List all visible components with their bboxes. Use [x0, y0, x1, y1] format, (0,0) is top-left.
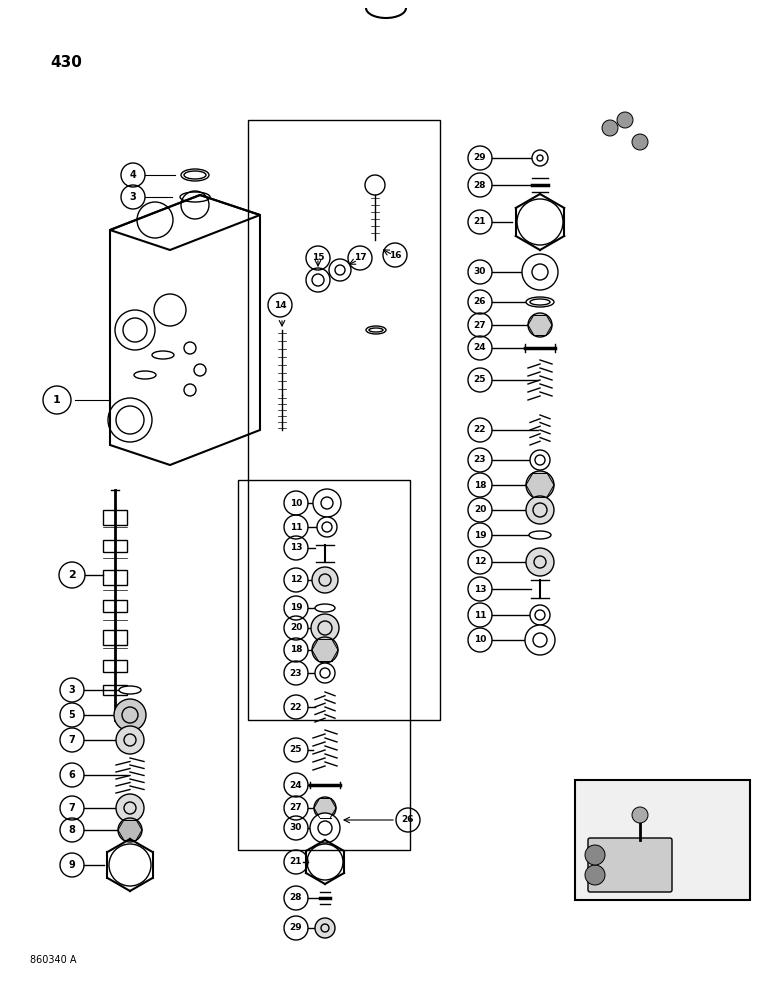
- Text: 13: 13: [290, 544, 303, 552]
- Circle shape: [526, 471, 554, 499]
- Circle shape: [315, 918, 335, 938]
- Text: 23: 23: [474, 456, 486, 464]
- Text: 25: 25: [290, 746, 303, 754]
- Bar: [103, 570, 127, 585]
- Circle shape: [530, 605, 550, 625]
- Text: 25: 25: [474, 375, 486, 384]
- Text: 18: 18: [474, 481, 486, 489]
- Text: 860340 A: 860340 A: [30, 955, 76, 965]
- Text: 10: 10: [290, 498, 302, 508]
- Text: 27: 27: [474, 320, 486, 330]
- Text: 28: 28: [290, 894, 303, 902]
- Bar: [103, 510, 127, 525]
- Text: 22: 22: [290, 702, 303, 712]
- Circle shape: [312, 567, 338, 593]
- Text: 9: 9: [69, 860, 76, 870]
- Text: 20: 20: [290, 624, 302, 633]
- Circle shape: [311, 614, 339, 642]
- Text: 19: 19: [474, 530, 486, 540]
- Text: 26: 26: [401, 816, 415, 824]
- Ellipse shape: [529, 531, 551, 539]
- Bar: [103, 600, 127, 612]
- Circle shape: [317, 517, 337, 537]
- Text: 13: 13: [474, 584, 486, 593]
- Text: 10: 10: [474, 636, 486, 645]
- Text: 21: 21: [474, 218, 486, 227]
- Text: 14: 14: [274, 300, 286, 310]
- Ellipse shape: [315, 604, 335, 612]
- Circle shape: [114, 699, 146, 731]
- Ellipse shape: [526, 297, 554, 307]
- Text: 7: 7: [69, 735, 76, 745]
- Text: 24: 24: [474, 344, 486, 353]
- Text: 30: 30: [474, 267, 486, 276]
- Text: 21: 21: [290, 857, 303, 866]
- Circle shape: [313, 489, 341, 517]
- Circle shape: [315, 663, 335, 683]
- Circle shape: [314, 797, 336, 819]
- Circle shape: [602, 120, 618, 136]
- Ellipse shape: [119, 686, 141, 694]
- Text: 23: 23: [290, 668, 303, 678]
- Text: 27: 27: [290, 804, 303, 812]
- Text: 3: 3: [69, 685, 76, 695]
- Text: 2: 2: [68, 570, 76, 580]
- Bar: [575, 780, 750, 900]
- Text: 19: 19: [290, 603, 303, 612]
- Circle shape: [312, 637, 338, 663]
- Text: 28: 28: [474, 180, 486, 190]
- Text: 7: 7: [69, 803, 76, 813]
- Circle shape: [522, 254, 558, 290]
- Text: 26: 26: [474, 298, 486, 306]
- Text: 29: 29: [474, 153, 486, 162]
- Circle shape: [632, 134, 648, 150]
- Circle shape: [525, 625, 555, 655]
- Circle shape: [526, 496, 554, 524]
- Circle shape: [116, 726, 144, 754]
- Circle shape: [530, 450, 550, 470]
- Circle shape: [116, 794, 144, 822]
- Bar: [103, 630, 127, 645]
- Circle shape: [310, 813, 340, 843]
- Text: 17: 17: [354, 253, 366, 262]
- Text: 4: 4: [130, 170, 137, 180]
- Text: 12: 12: [474, 558, 486, 566]
- Circle shape: [585, 845, 605, 865]
- Circle shape: [617, 112, 633, 128]
- Bar: [103, 685, 127, 695]
- Text: 6: 6: [69, 770, 76, 780]
- Text: 11: 11: [474, 610, 486, 619]
- Text: 29: 29: [290, 924, 303, 932]
- FancyBboxPatch shape: [588, 838, 672, 892]
- Text: 3: 3: [130, 192, 137, 202]
- Text: 15: 15: [312, 253, 324, 262]
- Text: 11: 11: [290, 522, 303, 532]
- Circle shape: [118, 818, 142, 842]
- Text: 12: 12: [290, 576, 303, 584]
- Circle shape: [528, 313, 552, 337]
- Bar: [103, 540, 127, 552]
- Text: 430: 430: [50, 55, 82, 70]
- Text: 5: 5: [69, 710, 76, 720]
- Text: 24: 24: [290, 780, 303, 790]
- Circle shape: [632, 807, 648, 823]
- Text: 8: 8: [69, 825, 76, 835]
- Text: 30: 30: [290, 824, 302, 832]
- Bar: [103, 660, 127, 672]
- Text: 20: 20: [474, 506, 486, 514]
- Text: 22: 22: [474, 426, 486, 434]
- Text: 1: 1: [53, 395, 61, 405]
- Circle shape: [532, 150, 548, 166]
- Text: 18: 18: [290, 646, 303, 654]
- Circle shape: [526, 548, 554, 576]
- Circle shape: [585, 865, 605, 885]
- Text: 16: 16: [389, 250, 401, 259]
